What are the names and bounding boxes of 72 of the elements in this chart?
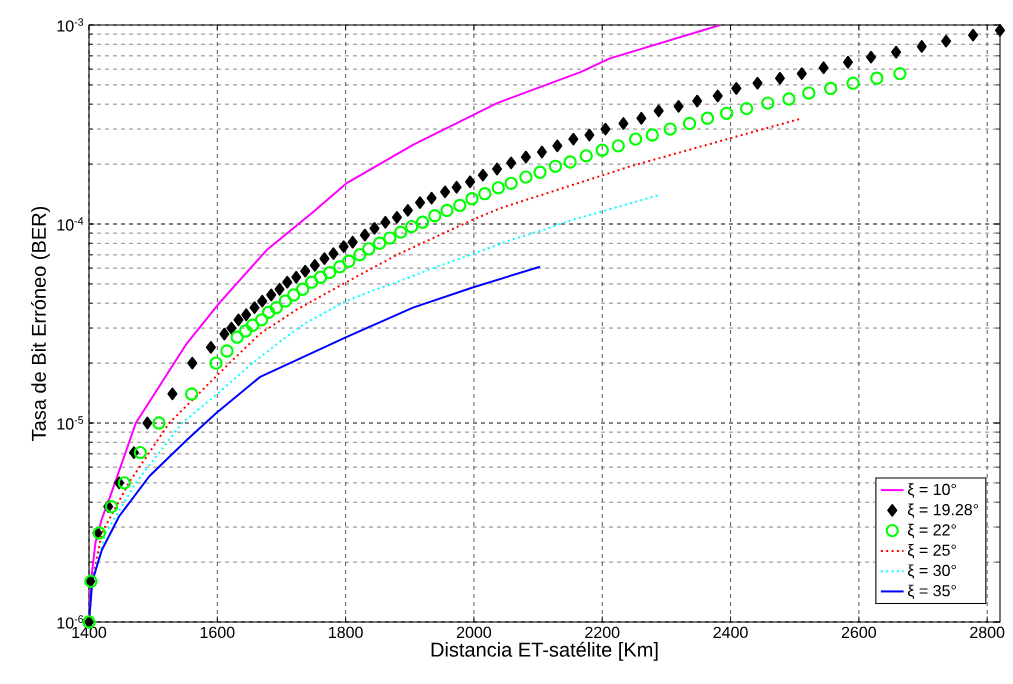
point: [304, 275, 319, 289]
legend-label: ξ = 10°: [907, 483, 956, 498]
point: [230, 330, 244, 344]
point: [372, 236, 387, 250]
point: [611, 139, 625, 153]
point: [465, 192, 479, 206]
point: [700, 111, 715, 125]
point: [209, 356, 223, 370]
point: [453, 198, 467, 213]
x-tick-label: 1800: [329, 626, 363, 639]
point: [519, 170, 533, 184]
y-tick-label: 10$^{-3}$: [57, 18, 84, 32]
point: [152, 416, 166, 430]
legend-label: ξ = 35°: [907, 584, 956, 599]
point: [415, 215, 430, 229]
point: [782, 92, 796, 106]
x-tick-label: 1600: [200, 626, 235, 639]
legend-label: ξ = 19.28°: [907, 503, 979, 518]
point: [184, 387, 199, 401]
x-tick-label: 2600: [841, 626, 877, 639]
point: [893, 66, 907, 81]
point: [628, 132, 643, 146]
legend-label: ξ = 30°: [907, 564, 956, 579]
x-tick-label: 2800: [970, 626, 1005, 639]
x-axis-title: Distancia ET-satélite [Km]: [431, 641, 658, 661]
point: [104, 499, 119, 514]
point: [322, 265, 337, 280]
point: [491, 181, 505, 195]
y-tick-label: 10$^{-4}$: [57, 217, 84, 231]
point: [342, 254, 356, 268]
x-tick-label: 2000: [456, 626, 492, 639]
point: [663, 122, 677, 136]
point: [846, 76, 860, 90]
legend-label: ξ = 22°: [907, 523, 956, 539]
point: [278, 294, 292, 308]
point: [720, 106, 734, 120]
point: [313, 270, 328, 284]
point: [595, 143, 609, 157]
point: [478, 187, 492, 201]
point: [405, 219, 419, 234]
point: [353, 248, 367, 262]
point: [533, 165, 547, 179]
y-tick-label: 10$^{-5}$: [57, 416, 84, 430]
legend-label: ξ = 25°: [907, 544, 956, 559]
point: [645, 128, 659, 142]
point: [504, 176, 518, 191]
point: [254, 313, 269, 327]
point: [394, 225, 408, 239]
x-tick-label: 2200: [585, 626, 620, 639]
point: [802, 86, 816, 100]
point: [245, 318, 260, 332]
point: [739, 101, 754, 116]
point: [286, 288, 301, 302]
point: [428, 209, 442, 223]
point: [295, 282, 310, 296]
point: [220, 344, 234, 358]
point: [823, 81, 838, 96]
point: [383, 231, 397, 245]
point: [440, 203, 454, 218]
y-axis-title: Tasa de Bit Erróneo (BER): [31, 206, 50, 441]
point: [362, 242, 376, 256]
point: [682, 116, 697, 131]
x-tick-label: 2400: [713, 626, 748, 639]
point: [261, 305, 276, 319]
point: [579, 149, 593, 163]
point: [333, 260, 347, 274]
point: [548, 159, 563, 173]
point: [269, 300, 284, 315]
point: [870, 71, 884, 85]
point: [563, 155, 577, 169]
point: [238, 324, 253, 338]
point: [761, 96, 775, 110]
